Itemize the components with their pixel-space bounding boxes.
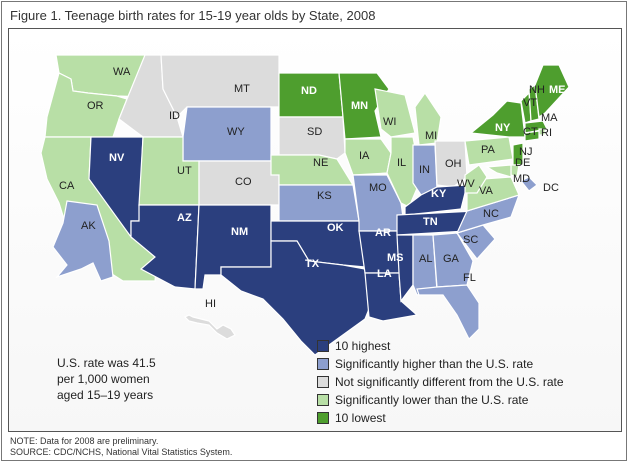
state-label-ia: IA	[359, 150, 370, 162]
state-ak	[52, 200, 114, 282]
state-label-ny: NY	[495, 122, 511, 134]
state-label-mo: MO	[369, 182, 387, 194]
legend-swatch-highest	[317, 340, 329, 352]
state-label-la: LA	[377, 268, 392, 280]
state-wv	[464, 164, 488, 194]
source-note: NOTE: Data for 2008 are preliminary. SOU…	[10, 436, 232, 458]
legend-label-higher: Significantly higher than the U.S. rate	[335, 357, 534, 371]
legend-label-not-different: Not significantly different from the U.S…	[335, 375, 564, 389]
state-fl	[416, 284, 480, 341]
state-label-id: ID	[169, 110, 180, 122]
us-rate-line3: aged 15–19 years	[57, 388, 154, 402]
state-label-wi: WI	[383, 116, 396, 128]
us-map: WA OR CA NV ID MT WY UT AZ CO NM ND SD NE KS OK TX MN IA MO…	[40, 54, 570, 356]
legend-swatch-lower	[317, 394, 329, 406]
state-label-ok: OK	[327, 222, 344, 234]
state-label-ri: RI	[541, 127, 552, 139]
state-ct	[524, 130, 540, 142]
state-mi	[414, 91, 442, 146]
state-label-ct: CT	[523, 126, 538, 138]
state-label-ks: KS	[317, 190, 332, 202]
state-label-al: AL	[419, 253, 432, 265]
state-label-mt: MT	[234, 83, 250, 95]
state-label-ky: KY	[431, 188, 447, 200]
legend-swatch-not-different	[317, 376, 329, 388]
state-oh	[434, 140, 468, 188]
state-label-wy: WY	[227, 126, 245, 138]
state-label-tx: TX	[305, 258, 320, 270]
state-label-fl: FL	[463, 272, 476, 284]
state-label-co: CO	[235, 176, 252, 188]
us-rate-note: U.S. rate was 41.5 per 1,000 women aged …	[57, 355, 197, 403]
legend-swatch-higher	[317, 358, 329, 370]
state-wi	[374, 88, 416, 138]
figure-title: Figure 1. Teenage birth rates for 15-19 …	[10, 8, 376, 23]
state-ga	[432, 232, 474, 288]
state-hi	[183, 314, 236, 340]
legend-label-lowest: 10 lowest	[335, 411, 386, 425]
state-label-de: DE	[515, 157, 530, 169]
state-label-md: MD	[513, 173, 530, 185]
us-rate-line1: U.S. rate was 41.5	[57, 356, 156, 370]
legend-label-highest: 10 highest	[335, 339, 391, 353]
legend-label-lower: Significantly lower than the U.S. rate	[335, 393, 529, 407]
state-tx	[220, 240, 374, 356]
state-label-wv: WV	[457, 178, 475, 190]
state-label-sd: SD	[307, 126, 322, 138]
state-label-sc: SC	[463, 234, 478, 246]
state-label-hi: HI	[205, 298, 216, 310]
state-label-in: IN	[419, 164, 430, 176]
state-label-ar: AR	[375, 227, 391, 239]
state-label-ms: MS	[387, 252, 404, 264]
state-sd	[278, 116, 346, 160]
state-label-pa: PA	[481, 144, 496, 156]
state-label-nv: NV	[109, 152, 125, 164]
state-label-ne: NE	[313, 157, 328, 169]
state-label-nc: NC	[483, 208, 499, 220]
state-label-nm: NM	[231, 226, 248, 238]
state-label-nh: NH	[529, 84, 545, 96]
legend-item-highest: 10 highest	[317, 337, 564, 355]
state-label-va: VA	[479, 185, 494, 197]
state-label-ut: UT	[177, 165, 192, 177]
legend-item-not-different: Not significantly different from the U.S…	[317, 373, 564, 391]
state-ms	[396, 234, 414, 303]
note-line2: SOURCE: CDC/NCHS, National Vital Statist…	[10, 447, 233, 457]
state-label-me: ME	[549, 84, 566, 96]
state-label-dc: DC	[543, 182, 559, 194]
state-ne	[270, 154, 355, 186]
state-label-tn: TN	[423, 216, 438, 228]
legend-item-higher: Significantly higher than the U.S. rate	[317, 355, 564, 373]
state-label-mn: MN	[351, 100, 368, 112]
state-label-wa: WA	[113, 66, 131, 78]
map-legend: 10 highest Significantly higher than the…	[317, 337, 564, 427]
state-label-ca: CA	[59, 180, 75, 192]
state-label-nd: ND	[301, 85, 317, 97]
state-md	[485, 164, 512, 178]
state-label-vt: VT	[523, 97, 537, 109]
state-dc	[520, 176, 538, 192]
state-label-ma: MA	[541, 112, 558, 124]
state-label-ak: AK	[81, 220, 96, 232]
legend-item-lowest: 10 lowest	[317, 409, 564, 427]
state-label-az: AZ	[177, 212, 192, 224]
legend-swatch-lowest	[317, 412, 329, 424]
state-nj	[512, 142, 524, 166]
state-label-oh: OH	[445, 158, 462, 170]
map-panel: WA OR CA NV ID MT WY UT AZ CO NM ND SD NE KS OK TX MN IA MO…	[8, 28, 622, 432]
state-label-nj: NJ	[519, 146, 532, 158]
state-me	[534, 64, 570, 119]
state-nh	[528, 83, 540, 122]
state-label-mi: MI	[425, 130, 437, 142]
state-label-ga: GA	[443, 253, 460, 265]
us-rate-line2: per 1,000 women	[57, 372, 150, 386]
state-label-il: IL	[397, 157, 406, 169]
legend-item-lower: Significantly lower than the U.S. rate	[317, 391, 564, 409]
state-label-or: OR	[87, 100, 104, 112]
note-line1: NOTE: Data for 2008 are preliminary.	[10, 436, 159, 446]
